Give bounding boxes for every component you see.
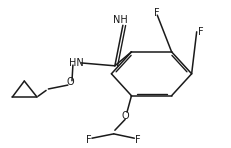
Text: F: F <box>197 27 203 37</box>
Text: NH: NH <box>112 15 127 25</box>
Text: HN: HN <box>68 58 83 68</box>
Text: O: O <box>121 111 128 121</box>
Text: F: F <box>85 135 91 145</box>
Text: O: O <box>66 77 74 87</box>
Text: F: F <box>134 135 140 145</box>
Text: F: F <box>154 8 159 18</box>
